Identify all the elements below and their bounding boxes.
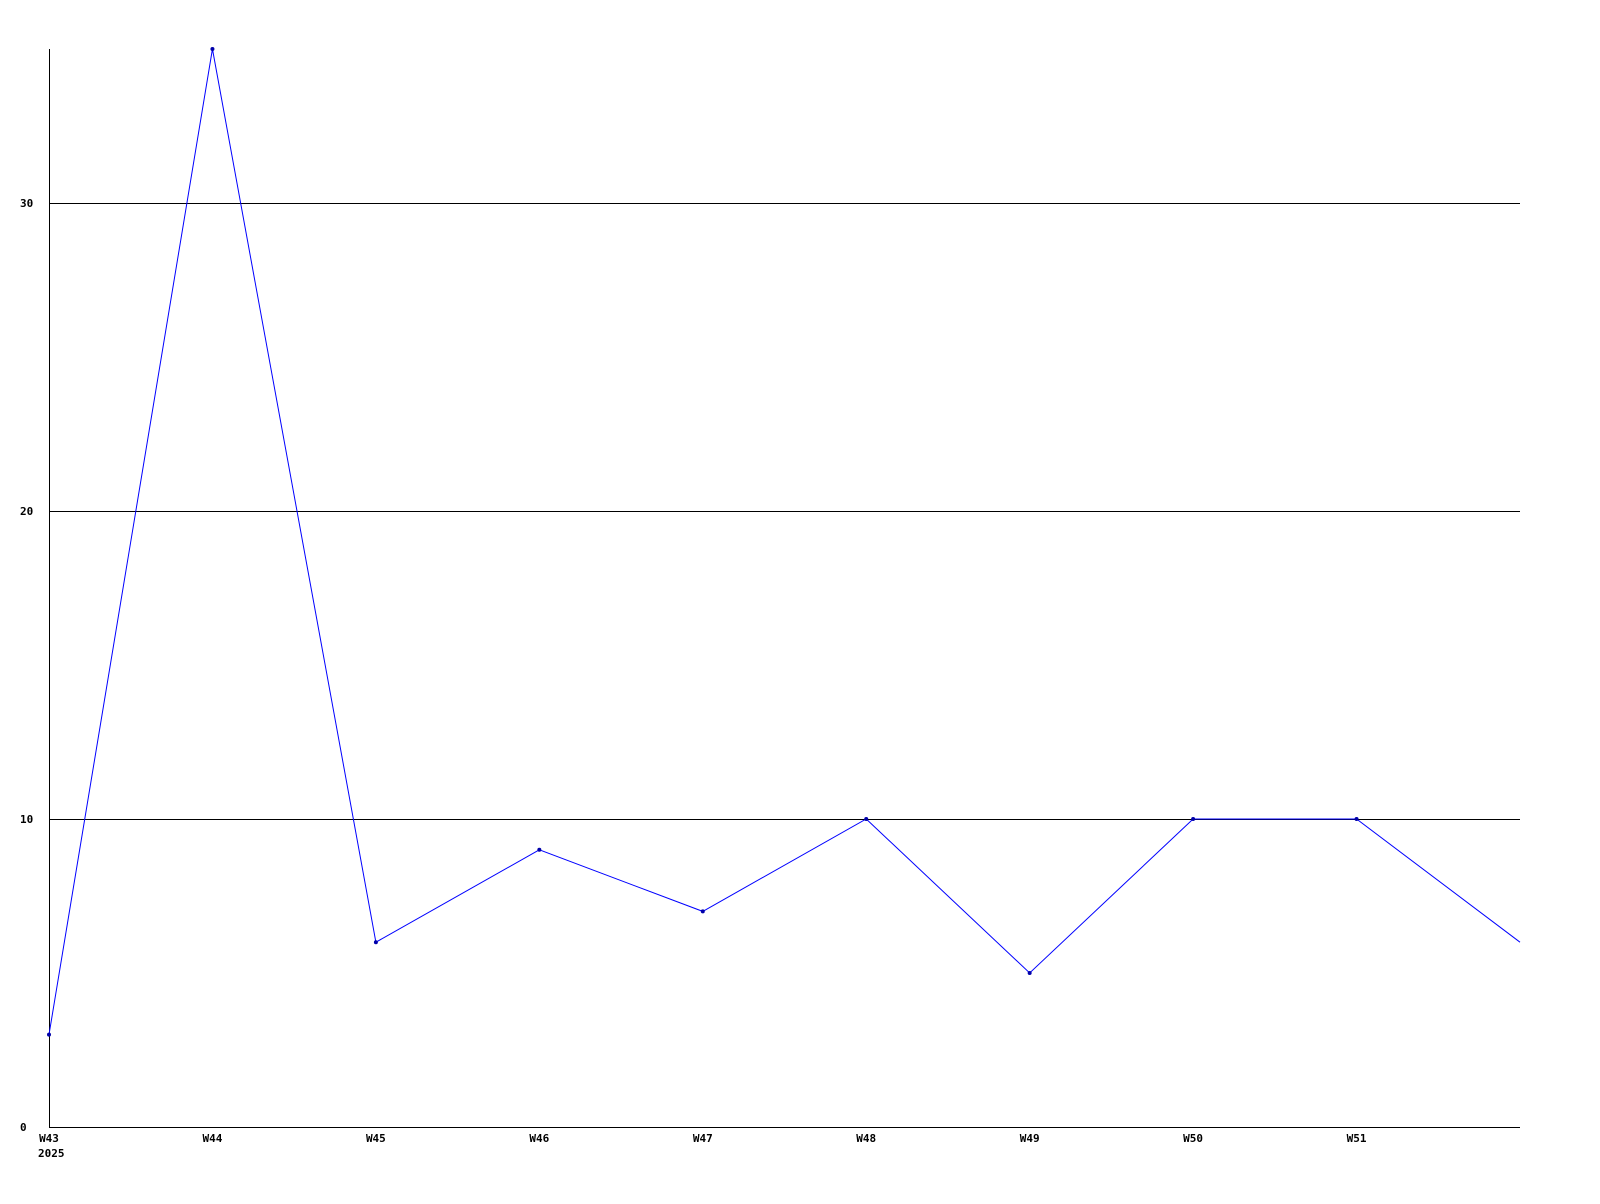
data-point — [47, 1032, 51, 1037]
data-point — [373, 940, 378, 945]
x-tick-label: W47 — [693, 1132, 713, 1145]
axes — [49, 49, 1520, 1128]
x-tick-label: W49 — [1020, 1132, 1040, 1145]
data-point — [537, 847, 542, 852]
y-tick-labels: 0 10 20 30 — [20, 197, 33, 1134]
x-tick-label: W43 — [39, 1132, 59, 1145]
x-tick-label: W46 — [529, 1132, 549, 1145]
y-tick-label: 0 — [20, 1121, 27, 1134]
data-point — [864, 817, 869, 821]
data-point — [700, 909, 705, 914]
series — [47, 47, 1521, 1037]
x-tick-label: W45 — [366, 1132, 386, 1145]
x-tick-labels: W43 W44 W45 W46 W47 W48 W49 W50 W51 2025 — [38, 1132, 1367, 1160]
y-tick-label: 30 — [20, 197, 33, 210]
series-line — [48, 48, 1521, 1035]
y-tick-label: 20 — [20, 505, 33, 518]
data-point — [1354, 817, 1359, 821]
data-point — [210, 47, 215, 51]
x-tick-label: W44 — [203, 1132, 223, 1145]
x-tick-label: W48 — [856, 1132, 876, 1145]
x-year-label: 2025 — [38, 1147, 65, 1160]
x-tick-label: W51 — [1347, 1132, 1367, 1145]
data-point — [1027, 971, 1032, 975]
y-tick-label: 10 — [20, 813, 33, 826]
data-point — [1191, 817, 1196, 821]
x-tick-label: W50 — [1183, 1132, 1203, 1145]
gridlines — [49, 203, 1520, 820]
